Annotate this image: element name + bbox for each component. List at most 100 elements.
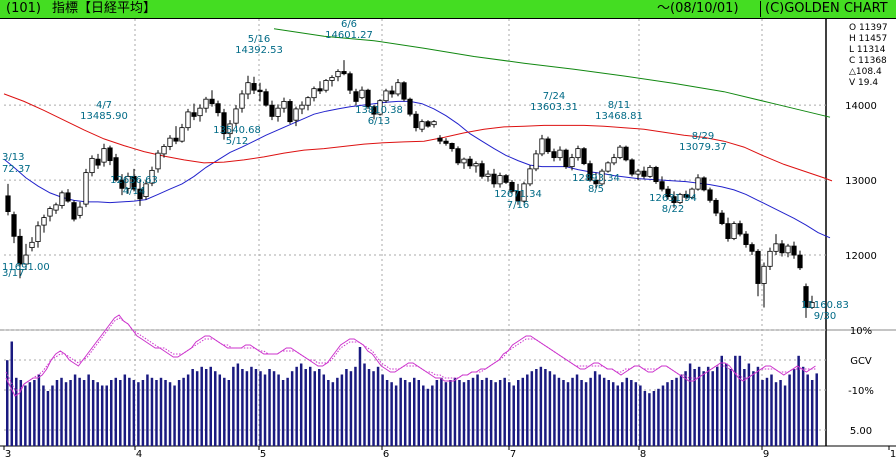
volume-bar	[449, 380, 452, 446]
volume-bar	[146, 374, 149, 446]
volume-bar	[462, 382, 466, 446]
candle-down	[779, 243, 785, 254]
volume-bar	[408, 382, 411, 446]
volume-bar	[6, 360, 9, 446]
volume-bar	[526, 374, 529, 446]
candle-down	[413, 113, 419, 129]
candle-down	[629, 159, 635, 175]
candle-up	[377, 100, 383, 115]
candle-up	[101, 148, 107, 163]
candle-down	[551, 151, 557, 159]
volume-bar	[200, 366, 203, 446]
ticker-title: 指標【日経平均】	[52, 1, 157, 16]
candle-up	[767, 250, 773, 267]
month-label: 7	[510, 449, 516, 460]
annotation-label: 7/16	[507, 200, 529, 211]
volume-bar	[295, 366, 298, 446]
volume-bar	[60, 377, 63, 446]
volume-bar	[584, 382, 588, 446]
candle-down	[623, 146, 629, 161]
volume-bar	[28, 382, 32, 446]
volume-bar	[155, 380, 158, 446]
volume-bar	[236, 363, 240, 446]
volume-bar	[598, 374, 601, 446]
volume-bar	[580, 380, 583, 446]
candle-up	[647, 166, 653, 177]
volume-bar	[390, 382, 393, 446]
volume-bar	[73, 374, 77, 446]
volume-bar	[100, 385, 104, 446]
volume-bar	[557, 377, 561, 446]
volume-bar	[105, 385, 108, 446]
candle-up	[557, 149, 563, 159]
volume-bar	[602, 377, 606, 446]
candle-up	[533, 153, 539, 170]
candle-up	[461, 158, 467, 164]
candle-down	[503, 175, 509, 183]
volume-bar	[566, 382, 570, 446]
volume-bar	[82, 380, 86, 446]
volume-bar	[177, 380, 181, 446]
volume-bar	[259, 371, 262, 446]
volume-bar	[517, 380, 520, 446]
volume-bar	[562, 380, 565, 446]
candle-down	[755, 250, 761, 284]
annotation-label: 13079.37	[679, 142, 727, 153]
candle-up	[299, 104, 305, 110]
volume-bar	[679, 374, 683, 446]
volume-bar	[304, 369, 307, 446]
volume-bar	[444, 382, 448, 446]
volume-bar	[467, 380, 470, 446]
candle-up	[539, 138, 545, 155]
candle-down	[545, 138, 551, 153]
annotation-label: 13485.90	[80, 111, 128, 122]
candle-up	[473, 163, 479, 167]
candle-up	[677, 193, 683, 204]
candle-up	[275, 107, 281, 117]
candle-up	[611, 157, 617, 164]
candle-down	[317, 88, 323, 92]
volume-bar	[340, 374, 344, 446]
candle-down	[725, 223, 731, 239]
candle-down	[107, 147, 113, 162]
candle-down	[665, 188, 671, 198]
volume-bar	[639, 385, 642, 446]
candle-up	[185, 111, 191, 129]
candle-down	[437, 137, 443, 142]
candle-up	[419, 121, 425, 130]
candle-up	[167, 137, 173, 147]
volume-bar	[263, 374, 267, 446]
candle-up	[569, 157, 575, 168]
volume-bar	[630, 380, 633, 446]
volume-bar	[381, 374, 384, 446]
candle-up	[77, 206, 83, 216]
volume-bar	[286, 377, 289, 446]
volume-bar	[621, 382, 624, 446]
annotation-label: 12893.34	[572, 173, 620, 184]
candle-down	[449, 142, 455, 150]
volume-bar	[46, 391, 50, 446]
volume-bar	[589, 377, 592, 446]
volume-bar	[182, 377, 185, 446]
candle-down	[11, 214, 17, 237]
candle-down	[425, 121, 431, 127]
candle-up	[155, 152, 161, 170]
volume-bar	[666, 382, 669, 446]
volume-bar	[512, 385, 515, 446]
annotation-label: 7/24	[543, 91, 565, 102]
volume-bar	[137, 382, 140, 446]
candle-up	[635, 170, 641, 175]
candle-down	[797, 254, 803, 269]
volume-bar	[250, 366, 253, 446]
candle-up	[689, 188, 695, 198]
month-label: 4	[136, 449, 142, 460]
volume-bar	[141, 380, 145, 446]
candle-up	[383, 90, 389, 102]
candle-up	[293, 108, 299, 121]
volume-bar	[688, 363, 692, 446]
candle-down	[401, 82, 407, 100]
candle-down	[347, 73, 353, 91]
candle-down	[5, 195, 11, 212]
volume-bar	[363, 363, 366, 446]
ohlc-close: C 11368	[849, 56, 887, 66]
